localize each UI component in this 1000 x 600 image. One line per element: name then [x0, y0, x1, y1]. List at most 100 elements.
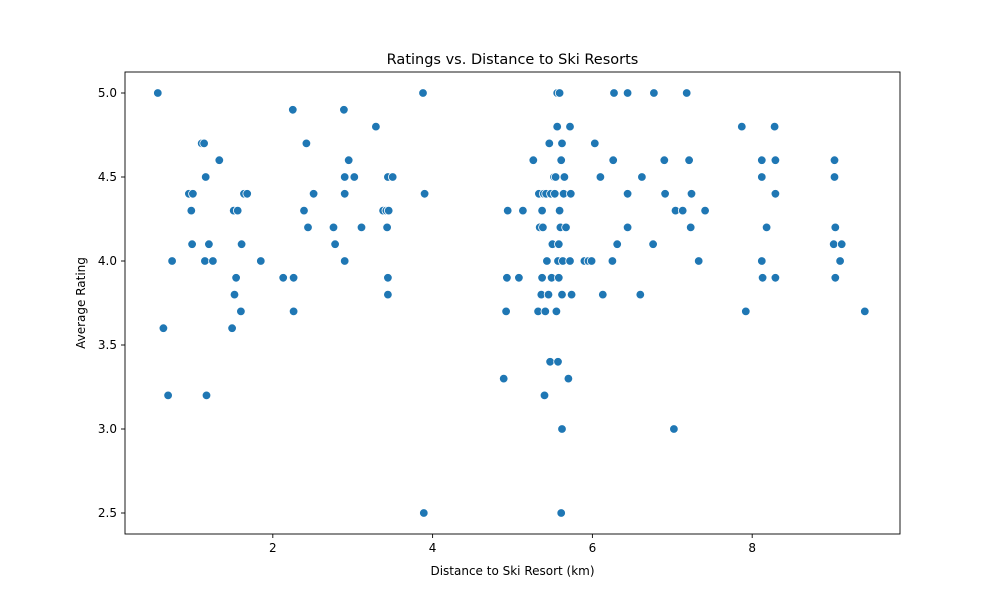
- data-point: [199, 138, 209, 149]
- data-point: [227, 323, 237, 333]
- data-point: [537, 205, 547, 216]
- data-point: [384, 205, 394, 216]
- data-point: [539, 390, 550, 401]
- data-point: [383, 289, 393, 300]
- data-point: [700, 205, 710, 216]
- data-point: [563, 373, 574, 384]
- data-point: [419, 189, 430, 199]
- data-point: [499, 373, 509, 384]
- data-point: [382, 222, 392, 233]
- data-point: [167, 256, 177, 266]
- data-point: [553, 357, 563, 367]
- y-tick-label: 5.0: [98, 86, 117, 100]
- data-point: [598, 289, 608, 300]
- data-point: [550, 189, 560, 199]
- y-axis-ticks: 2.5 3.0 3.5 4.0 4.5 5.0: [98, 86, 125, 520]
- data-point: [770, 155, 781, 165]
- data-point: [649, 88, 659, 98]
- data-point: [637, 172, 647, 182]
- data-point: [339, 105, 349, 115]
- data-point: [566, 289, 577, 300]
- data-point: [340, 189, 350, 199]
- data-point: [684, 155, 694, 165]
- data-point: [537, 273, 547, 283]
- data-point: [163, 390, 173, 401]
- data-point: [557, 289, 567, 300]
- data-point: [231, 273, 241, 283]
- data-point: [554, 88, 565, 98]
- data-point: [299, 205, 309, 216]
- data-point: [622, 88, 633, 98]
- y-tick-label: 4.5: [98, 170, 117, 184]
- data-point: [502, 273, 512, 283]
- data-point: [340, 172, 350, 182]
- y-axis-title: Average Rating: [74, 257, 88, 349]
- data-point: [565, 121, 575, 132]
- data-point: [308, 189, 319, 199]
- data-point: [860, 306, 870, 317]
- data-point: [544, 138, 555, 149]
- data-point: [829, 239, 839, 249]
- y-tick-label: 3.0: [98, 422, 117, 436]
- data-point: [556, 508, 566, 518]
- data-point: [349, 172, 360, 182]
- data-point: [200, 256, 210, 266]
- data-points: [153, 88, 870, 518]
- data-point: [158, 323, 169, 333]
- data-point: [552, 121, 562, 132]
- data-point: [757, 256, 767, 266]
- data-point: [686, 189, 697, 199]
- data-point: [418, 88, 428, 98]
- chart-title: Ratings vs. Distance to Ski Resorts: [387, 52, 639, 68]
- data-point: [232, 205, 243, 216]
- data-point: [288, 306, 299, 317]
- x-tick-label: 6: [589, 541, 597, 555]
- data-point: [660, 189, 670, 199]
- data-point: [356, 222, 367, 233]
- data-point: [737, 121, 747, 132]
- data-point: [694, 256, 704, 266]
- data-point: [242, 189, 252, 199]
- data-point: [829, 155, 840, 165]
- data-point: [545, 357, 555, 367]
- data-point: [682, 88, 692, 98]
- data-point: [236, 306, 246, 317]
- data-point: [830, 273, 841, 283]
- data-point: [595, 172, 606, 182]
- data-point: [770, 273, 781, 283]
- data-point: [741, 306, 751, 317]
- data-point: [554, 205, 565, 216]
- data-point: [200, 172, 211, 182]
- data-point: [344, 155, 354, 165]
- data-point: [340, 256, 350, 266]
- data-point: [503, 205, 513, 216]
- data-point: [607, 256, 618, 266]
- data-point: [419, 508, 429, 518]
- data-point: [383, 273, 393, 283]
- data-point: [757, 155, 767, 165]
- data-point: [837, 239, 847, 249]
- data-point: [518, 205, 528, 216]
- x-axis-title: Distance to Ski Resort (km): [430, 564, 594, 578]
- data-point: [330, 239, 340, 249]
- data-point: [542, 256, 552, 266]
- data-point: [557, 138, 567, 149]
- data-point: [659, 155, 670, 165]
- data-point: [648, 239, 658, 249]
- data-point: [288, 105, 298, 115]
- data-point: [214, 155, 225, 165]
- data-point: [561, 222, 571, 233]
- data-point: [540, 306, 551, 317]
- data-point: [543, 289, 554, 300]
- data-point: [236, 239, 247, 249]
- data-point: [554, 273, 564, 283]
- data-point: [757, 172, 767, 182]
- data-point: [557, 424, 567, 434]
- data-point: [301, 138, 312, 149]
- x-tick-label: 4: [429, 541, 437, 555]
- x-axis-ticks: 2 4 6 8: [269, 534, 756, 555]
- data-point: [288, 273, 299, 283]
- data-point: [622, 222, 633, 233]
- data-point: [556, 155, 566, 165]
